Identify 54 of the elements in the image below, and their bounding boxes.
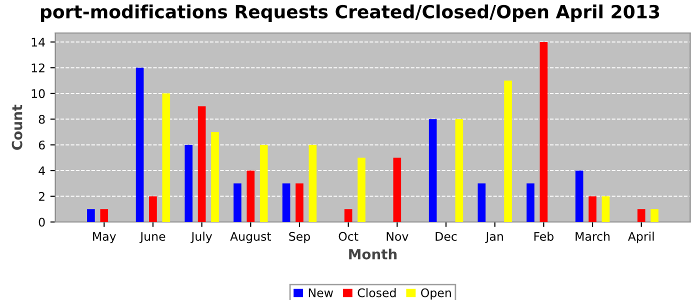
y-tick-label: 0	[38, 218, 45, 227]
x-axis-title: Month	[349, 248, 397, 260]
x-tick-label: Dec	[436, 232, 457, 241]
bar	[149, 196, 157, 222]
bar	[393, 158, 402, 222]
y-tick-label: 2	[38, 192, 44, 201]
x-tick-label: April	[628, 232, 654, 244]
x-tick-label: Sep	[289, 232, 310, 244]
bar	[87, 209, 95, 222]
bar	[540, 42, 548, 222]
bar	[526, 183, 534, 222]
bar	[650, 209, 658, 222]
bar	[637, 209, 646, 222]
bar	[100, 209, 108, 222]
x-tick-label: Oct	[338, 232, 358, 241]
bar	[575, 170, 584, 222]
bar	[308, 144, 317, 222]
bar	[198, 106, 206, 222]
bar	[602, 196, 610, 222]
bar	[296, 183, 304, 222]
bar	[246, 170, 255, 222]
x-tick-label: August	[230, 232, 272, 244]
y-tick-label: 14	[32, 38, 45, 46]
y-tick-label: 4	[38, 166, 45, 176]
bar	[260, 144, 268, 222]
bar	[588, 196, 596, 222]
bar	[184, 144, 193, 222]
x-tick-label: June	[140, 232, 166, 244]
bar	[344, 209, 352, 222]
bar	[428, 119, 437, 222]
chart-title: port-modifications Requests Created/Closed/Open April 2013	[41, 4, 660, 22]
y-tick-label: 8	[38, 114, 45, 124]
bar	[162, 93, 170, 222]
x-tick-label: May	[93, 232, 116, 244]
y-tick-label: 12	[32, 63, 44, 72]
legend-label: Closed	[358, 288, 396, 298]
bar	[234, 183, 242, 222]
x-tick-label: July	[190, 232, 212, 244]
y-axis-title: Count	[12, 104, 22, 150]
bar	[136, 68, 144, 222]
bar	[358, 158, 366, 222]
bar	[455, 119, 464, 222]
y-tick-label: 6	[38, 140, 45, 150]
bar	[211, 132, 219, 222]
bar	[478, 183, 486, 222]
x-tick-label: Nov	[386, 232, 408, 241]
x-tick-label: March	[576, 232, 610, 241]
bar	[504, 80, 512, 222]
x-tick-label: Jan	[485, 232, 503, 244]
x-tick-label: Feb	[534, 232, 554, 241]
bar	[282, 183, 290, 222]
legend-label: New	[308, 288, 334, 298]
legend-label: Open	[421, 288, 451, 300]
y-tick-label: 10	[32, 89, 45, 98]
